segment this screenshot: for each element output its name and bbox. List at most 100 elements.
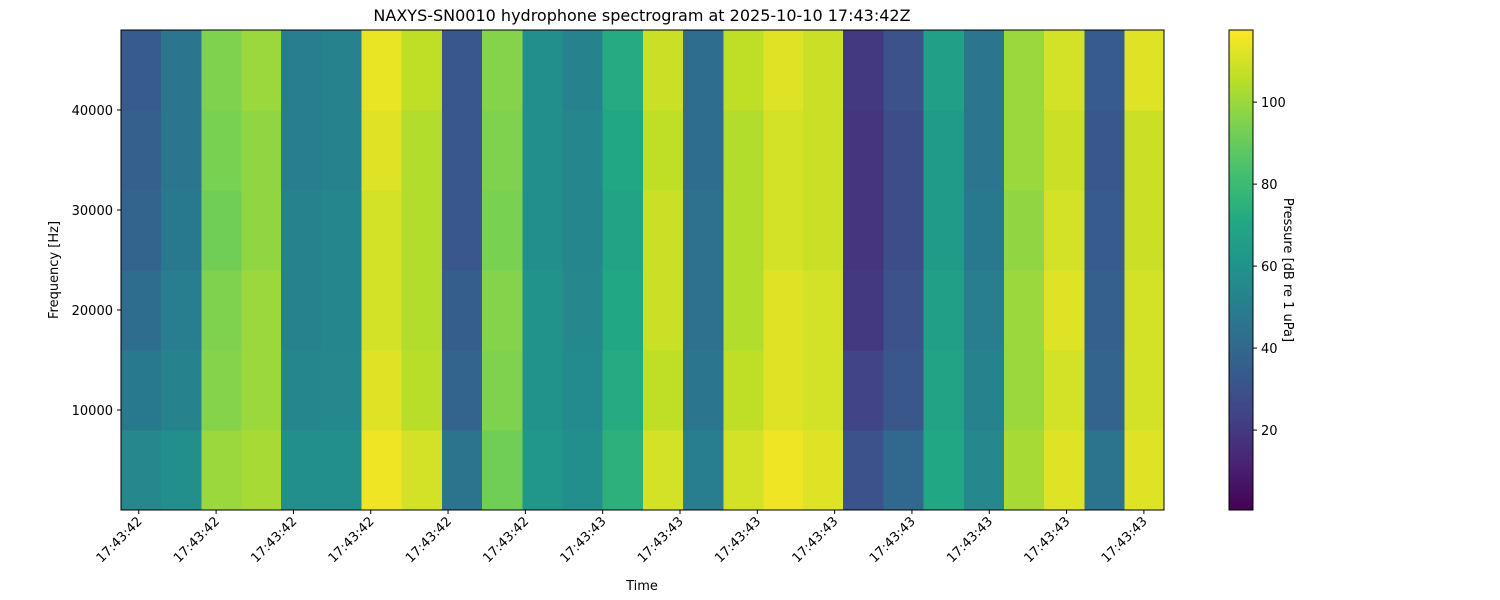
heatmap-cell	[482, 270, 523, 351]
heatmap-cell	[843, 270, 884, 351]
heatmap-cell	[1003, 110, 1045, 191]
heatmap-cell	[683, 190, 724, 271]
colorbar-tick-label: 60	[1261, 260, 1278, 275]
x-tick-label: 17:43:43	[635, 514, 687, 566]
heatmap-cell	[121, 190, 162, 271]
heatmap-cell	[121, 110, 162, 191]
heatmap-cell	[802, 190, 844, 271]
heatmap-cell	[1003, 30, 1045, 111]
heatmap-cell	[161, 430, 202, 511]
heatmap-cell	[1124, 110, 1165, 191]
heatmap-cell	[401, 30, 443, 111]
heatmap-cell	[683, 430, 724, 511]
heatmap-cell	[802, 30, 844, 111]
heatmap-cell	[883, 110, 925, 191]
heatmap-cell	[1003, 270, 1045, 351]
heatmap-cell	[1084, 270, 1126, 351]
heatmap-cell	[201, 110, 243, 191]
heatmap-cell	[281, 270, 322, 351]
heatmap-cell	[963, 190, 1005, 271]
heatmap-cell	[562, 350, 604, 431]
x-tick-label: 17:43:43	[867, 514, 919, 566]
heatmap-cell	[522, 190, 563, 271]
x-tick-label: 17:43:42	[248, 514, 300, 566]
heatmap-cell	[401, 270, 443, 351]
heatmap-cell	[161, 30, 202, 111]
heatmap-cell	[763, 30, 805, 111]
heatmap-cell	[802, 270, 844, 351]
heatmap-cell	[843, 350, 884, 431]
heatmap-cell	[1124, 190, 1165, 271]
heatmap-cell	[161, 110, 202, 191]
y-tick-label: 20000	[72, 304, 113, 319]
heatmap-cell	[482, 430, 523, 511]
heatmap-cell	[241, 110, 283, 191]
heatmap-cell	[1084, 110, 1126, 191]
heatmap-cell	[963, 30, 1005, 111]
heatmap-cell	[281, 430, 322, 511]
heatmap-cell	[401, 350, 443, 431]
heatmap-cell	[401, 430, 443, 511]
heatmap-cell	[602, 270, 644, 351]
heatmap-cell	[321, 270, 362, 351]
heatmap-cell	[723, 350, 765, 431]
heatmap-cell	[562, 190, 604, 271]
heatmap-cell	[361, 430, 403, 511]
heatmap-cell	[883, 190, 925, 271]
heatmap-cell	[121, 30, 162, 111]
heatmap-cell	[923, 30, 965, 111]
heatmap-cell	[441, 350, 483, 431]
heatmap-cell	[201, 350, 243, 431]
heatmap-cell	[723, 110, 765, 191]
heatmap-cell	[642, 190, 684, 271]
heatmap-cell	[441, 110, 483, 191]
heatmap-cell	[201, 270, 243, 351]
x-tick-label: 17:43:43	[558, 514, 610, 566]
heatmap-cell	[763, 430, 805, 511]
heatmap-cell	[1044, 270, 1085, 351]
x-tick-label: 17:43:42	[326, 514, 378, 566]
heatmap-cell	[802, 110, 844, 191]
heatmap-cell	[642, 270, 684, 351]
x-tick-label: 17:43:43	[1022, 514, 1074, 566]
heatmap-cell	[763, 270, 805, 351]
heatmap-cell	[161, 350, 202, 431]
heatmap-cell	[1044, 430, 1085, 511]
heatmap-cell	[602, 110, 644, 191]
heatmap-cell	[321, 350, 362, 431]
heatmap-cell	[522, 270, 563, 351]
heatmap-cell	[963, 350, 1005, 431]
colorbar	[1228, 29, 1254, 511]
heatmap-cell	[683, 30, 724, 111]
heatmap-cell	[602, 190, 644, 271]
heatmap-cell	[642, 30, 684, 111]
heatmap-cell	[321, 430, 362, 511]
heatmap-cell	[201, 430, 243, 511]
heatmap-cell	[923, 430, 965, 511]
heatmap-cell	[683, 350, 724, 431]
heatmap-cell	[321, 110, 362, 191]
heatmap-cell	[401, 110, 443, 191]
heatmap-cell	[441, 30, 483, 111]
colorbar-tick-label: 20	[1261, 424, 1278, 439]
heatmap-cell	[121, 430, 162, 511]
heatmap-cell	[1003, 350, 1045, 431]
heatmap-cell	[522, 430, 563, 511]
heatmap-cell	[482, 110, 523, 191]
heatmap-cell	[1084, 430, 1126, 511]
heatmap-cell	[1044, 110, 1085, 191]
heatmap-cell	[883, 270, 925, 351]
heatmap-cell	[602, 430, 644, 511]
colorbar-tick-label: 80	[1261, 178, 1278, 193]
heatmap-cell	[562, 30, 604, 111]
heatmap-cell	[883, 30, 925, 111]
heatmap-cell	[361, 190, 403, 271]
heatmap-cell	[1044, 30, 1085, 111]
chart-title: NAXYS-SN0010 hydrophone spectrogram at 2…	[373, 6, 910, 25]
heatmap-cell	[241, 350, 283, 431]
heatmap-cell	[642, 350, 684, 431]
heatmap-cell	[482, 190, 523, 271]
heatmap-cell	[883, 350, 925, 431]
heatmap-cell	[723, 430, 765, 511]
